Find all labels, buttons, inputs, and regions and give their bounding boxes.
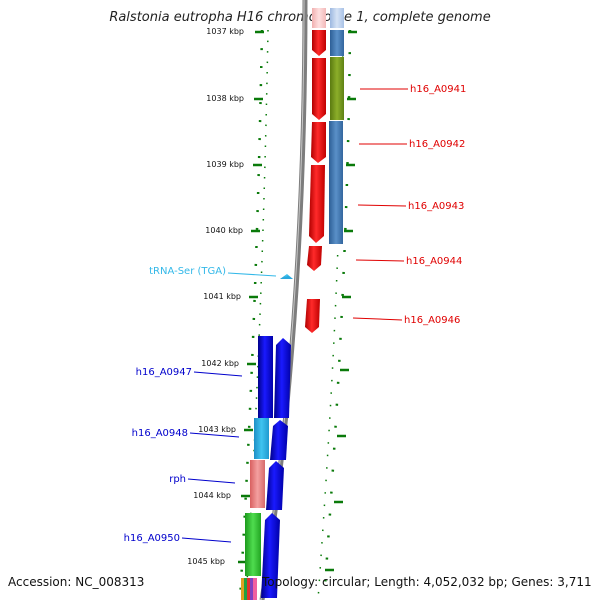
gene-label: h16_A0943 [408, 201, 464, 212]
gene-label: h16_A0946 [404, 315, 460, 326]
outer-forward-genes [329, 30, 344, 244]
gene-multicolor [244, 578, 247, 600]
leader-line [352, 317, 403, 321]
gene-label: rph [169, 474, 186, 485]
gene-forward [312, 30, 326, 56]
gene-cyan [254, 418, 269, 459]
scale-labels: 1037 kbp 1038 kbp 1039 kbp 1040 kbp 1041… [187, 27, 244, 566]
gene-green [245, 513, 261, 576]
scale-label: 1045 kbp [187, 557, 225, 566]
gene-label: h16_A0947 [136, 367, 192, 378]
tick-track-right [322, 29, 352, 600]
trna-feature [280, 276, 293, 279]
gene-reverse-outer [258, 336, 273, 418]
gene-forward [312, 58, 326, 120]
gene-reverse [266, 461, 284, 510]
leader-line [193, 371, 243, 377]
scale-label: 1040 kbp [205, 226, 243, 235]
gene-label: h16_A0941 [410, 84, 466, 95]
gene-multicolor [241, 578, 244, 600]
scale-label: 1037 kbp [206, 27, 244, 36]
map-title: Ralstonia eutropha H16 chromosome 1, com… [109, 10, 491, 25]
leader-line [355, 259, 405, 262]
gene-multicolor [253, 578, 257, 600]
scale-label: 1042 kbp [201, 359, 239, 368]
gene-label: h16_A0942 [409, 139, 465, 150]
gene-forward [309, 165, 325, 243]
scale-label: 1039 kbp [206, 160, 244, 169]
left-gene-labels: h16_A0947 h16_A0948 rph h16_A0950 [124, 367, 243, 544]
trna-label: tRNA-Ser (TGA) [149, 266, 226, 277]
reverse-genes [261, 338, 291, 598]
gene-steel [330, 30, 344, 56]
gene-label: h16_A0944 [406, 256, 462, 267]
scale-label: 1044 kbp [193, 491, 231, 500]
gene-label: h16_A0948 [132, 428, 188, 439]
leader-line [357, 204, 407, 207]
scale-label: 1043 kbp [198, 425, 236, 434]
gene-forward [311, 122, 326, 163]
accession-text: Accession: NC_008313 [8, 575, 145, 589]
forward-genes [305, 30, 326, 333]
gene-pink [250, 460, 265, 508]
leader-line [187, 478, 236, 484]
gene-multicolor [247, 578, 250, 600]
gene-reverse [274, 338, 291, 418]
outer-reverse-genes [241, 336, 273, 600]
gene-faded [330, 8, 344, 28]
scale-ticks [238, 30, 357, 572]
scale-label: 1038 kbp [206, 94, 244, 103]
gene-forward [307, 246, 322, 271]
gene-reverse [270, 420, 288, 460]
leader-line [181, 537, 232, 543]
right-gene-labels: h16_A0941 h16_A0942 h16_A0943 h16_A0944 … [352, 84, 466, 326]
gene-forward [305, 299, 320, 333]
gene-faded [312, 8, 326, 28]
gene-multicolor [250, 578, 253, 600]
gene-reverse [261, 513, 280, 598]
gene-label: h16_A0950 [124, 533, 180, 544]
leader-line [227, 272, 277, 277]
topology-text: Topology: circular; Length: 4,052,032 bp… [262, 575, 592, 589]
gene-olive [330, 57, 344, 120]
scale-label: 1041 kbp [203, 292, 241, 301]
gene-steel [329, 121, 343, 244]
leader-line [189, 432, 240, 438]
